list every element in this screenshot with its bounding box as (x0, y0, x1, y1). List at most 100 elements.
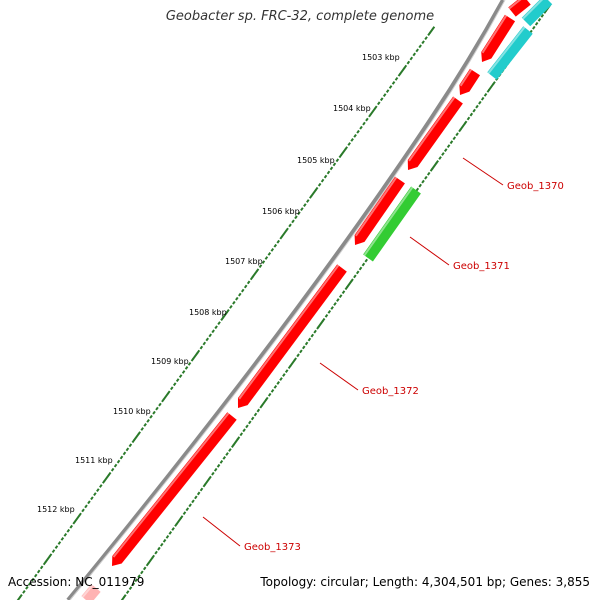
outer-ruler-tick (273, 243, 278, 248)
outer-ruler-tick (146, 418, 150, 423)
outer-ruler-tick (131, 439, 136, 444)
outer-ruler-tick (113, 463, 118, 468)
inner-ruler-tick (304, 341, 309, 346)
inner-ruler-tick (355, 270, 360, 275)
gene-label-leaders (202, 157, 504, 547)
inner-ruler-tick (279, 377, 283, 381)
outer-ruler-tick (335, 158, 340, 163)
ruler-labels: 1503 kbp 1504 kbp 1505 kbp 1506 kbp 1507 kbp… (37, 53, 400, 514)
outer-ruler-tick (394, 76, 399, 81)
inner-ruler-tick (327, 310, 332, 314)
inner-ruler-tick (242, 428, 246, 433)
outer-ruler-tick (87, 500, 91, 505)
inner-ruler-tick (160, 542, 164, 547)
outer-ruler-tick (16, 596, 22, 600)
outer-ruler-tick (338, 154, 343, 159)
ruler-label: 1504 kbp (333, 104, 371, 113)
outer-ruler-tick (424, 36, 428, 41)
outer-ruler-tick (353, 133, 357, 138)
outer-ruler-tick (303, 203, 307, 207)
gene-arrow-highlight (355, 176, 398, 237)
genome-stats-text: Topology: circular; Length: 4,304,501 bp… (260, 575, 590, 589)
inner-ruler-tick (324, 313, 329, 318)
inner-ruler-tick (253, 412, 258, 417)
inner-ruler-tick (231, 444, 235, 448)
inner-ruler-tick (168, 531, 173, 535)
outer-ruler-tick (297, 211, 301, 216)
inner-ruler-tick (415, 187, 420, 192)
inner-ruler-tick (162, 538, 167, 543)
outer-ruler-tick (51, 549, 56, 554)
inner-ruler-tick (137, 574, 141, 579)
outer-ruler-tick (39, 565, 44, 570)
inner-ruler-tick (219, 459, 224, 464)
outer-ruler-tick (178, 374, 183, 378)
inner-ruler-tick (276, 381, 280, 385)
outer-ruler-tick (261, 260, 266, 264)
inner-ruler-tick (142, 566, 147, 571)
gene-arrow-highlight (481, 15, 508, 54)
outer-ruler-tick (399, 66, 406, 75)
outer-ruler-tick (93, 492, 97, 497)
inner-ruler-tick (424, 175, 428, 180)
inner-ruler-tick (270, 388, 275, 393)
outer-ruler-tick (326, 170, 331, 175)
ruler-label: 1505 kbp (297, 156, 335, 165)
inner-ruler-tick (284, 369, 289, 373)
inner-ruler-tick (330, 306, 334, 310)
outer-ruler-tick (66, 528, 71, 533)
outer-ruler-tick (309, 195, 313, 199)
inner-ruler-tick (344, 286, 349, 291)
outer-ruler-tick (175, 378, 180, 383)
outer-ruler-tick (28, 581, 32, 586)
outer-ruler-tick (350, 138, 354, 142)
outer-ruler-tick (220, 317, 224, 321)
inner-ruler-tick (171, 527, 175, 531)
outer-ruler-tick (172, 382, 177, 387)
outer-ruler-tick (102, 480, 106, 484)
inner-ruler-tick (296, 353, 300, 358)
outer-ruler-tick (323, 174, 328, 179)
inner-ruler-tick (534, 21, 539, 26)
gene-arrow (459, 68, 481, 95)
outer-ruler-tick (208, 333, 212, 338)
map-title: Geobacter sp. FRC-32, complete genome (165, 9, 435, 24)
inner-ruler-tick (364, 258, 368, 263)
inner-ruler-tick (466, 116, 471, 121)
inner-ruler-tick (128, 586, 133, 591)
outer-ruler-tick (57, 541, 62, 545)
outer-ruler-tick (288, 223, 292, 228)
outer-ruler-tick (96, 488, 100, 492)
gene-arrow-highlight (238, 264, 340, 400)
outer-ruler-tick (359, 125, 363, 130)
gene-arrow-highlight (408, 96, 456, 162)
inner-ruler-tick (225, 452, 229, 456)
inner-ruler-tick (228, 448, 232, 452)
inner-ruler-tick (441, 152, 445, 156)
inner-ruler-tick (478, 100, 482, 105)
inner-ruler-tick (256, 408, 261, 413)
cds-arrow-highlight (363, 186, 414, 256)
inner-ruler-tick (185, 507, 190, 512)
inner-ruler-tick (540, 14, 545, 18)
inner-ruler-tick (134, 578, 138, 583)
inner-ruler-tick (336, 298, 340, 302)
cds-arrow (363, 186, 421, 262)
outer-ruler-tick (232, 300, 236, 305)
ruler-label: 1511 kbp (75, 456, 113, 465)
outer-ruler-tick (388, 85, 393, 89)
inner-ruler-tick (267, 392, 272, 397)
outer-ruler-tick (294, 215, 298, 220)
ruler-label: 1503 kbp (362, 53, 400, 62)
outer-ruler-tick (415, 48, 419, 53)
gene-arrow-faded (81, 584, 101, 600)
outer-ruler-tick (33, 573, 38, 578)
inner-ruler-tick (338, 294, 343, 298)
inner-ruler-tick (211, 471, 215, 476)
inner-ruler-tick (232, 438, 239, 446)
outer-ruler-tick (60, 537, 65, 541)
inner-ruler-tick (537, 17, 542, 22)
inner-ruler-tick (260, 398, 268, 407)
outer-ruler-tick (279, 235, 283, 240)
